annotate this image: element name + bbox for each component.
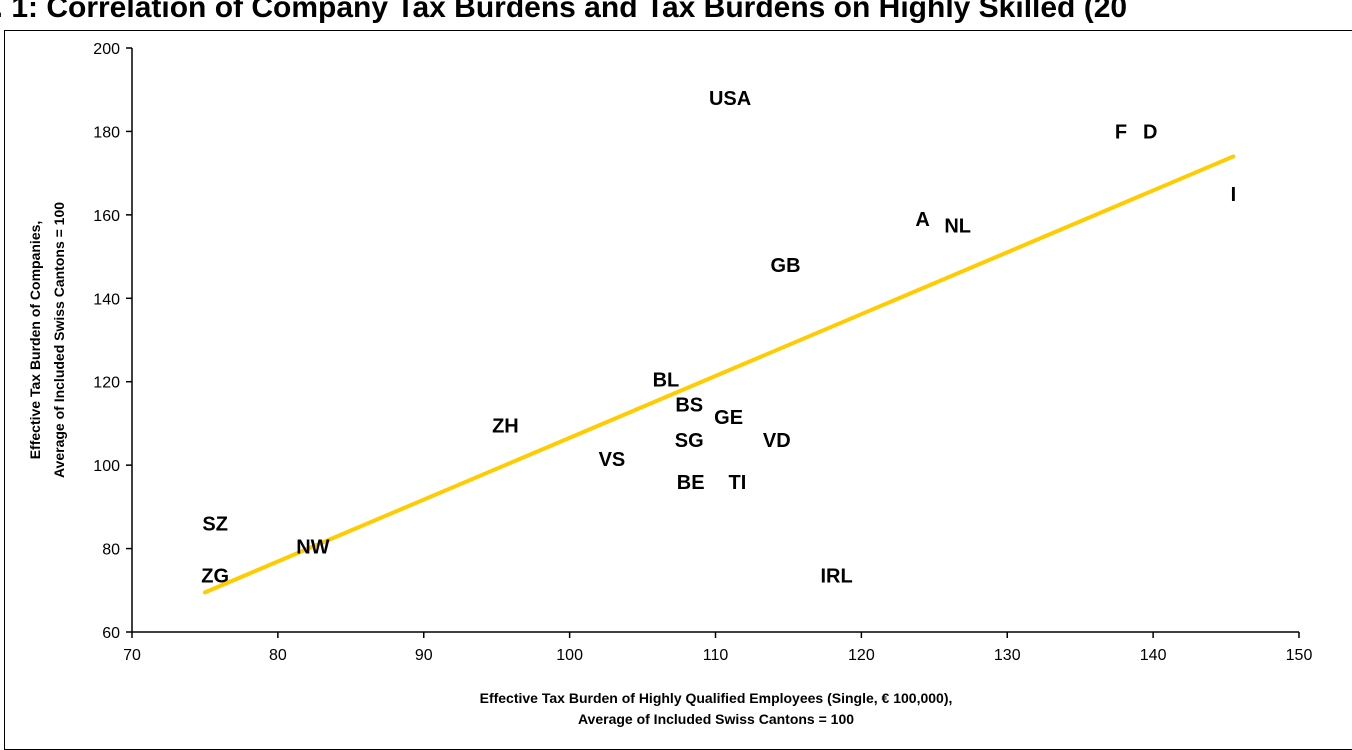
- x-tick-label: 120: [848, 647, 875, 664]
- y-tick-label: 120: [93, 375, 120, 392]
- point-label-vd: VD: [763, 430, 791, 452]
- point-label-usa: USA: [709, 88, 751, 110]
- x-axis-title: Average of Included Swiss Cantons = 100: [578, 711, 854, 727]
- y-tick-label: 100: [93, 458, 120, 475]
- y-tick-label: 60: [102, 625, 120, 642]
- point-label-sz: SZ: [202, 514, 228, 536]
- point-label-gb: GB: [771, 255, 801, 277]
- x-tick-label: 70: [123, 647, 141, 664]
- trend-line: [202, 154, 1236, 595]
- point-label-nl: NL: [944, 215, 971, 237]
- point-label-vs: VS: [599, 449, 626, 471]
- y-tick-label: 160: [93, 208, 120, 225]
- y-tick-label: 200: [93, 41, 120, 58]
- x-tick-label: 100: [556, 647, 583, 664]
- y-tick-label: 80: [102, 542, 120, 559]
- point-label-bs: BS: [675, 395, 703, 417]
- y-tick-label: 180: [93, 124, 120, 141]
- point-label-irl: IRL: [820, 566, 852, 588]
- x-tick-label: 90: [415, 647, 433, 664]
- y-axis-title: Effective Tax Burden of Companies,: [27, 221, 43, 460]
- point-label-ti: TI: [728, 472, 746, 494]
- x-tick-label: 140: [1140, 647, 1167, 664]
- point-label-be: BE: [677, 472, 705, 494]
- point-label-i: I: [1231, 184, 1237, 206]
- y-tick-label: 140: [93, 291, 120, 308]
- point-label-a: A: [915, 209, 929, 231]
- point-label-zh: ZH: [492, 416, 519, 438]
- chart-title: ig. 1: Correlation of Company Tax Burden…: [0, 0, 1128, 24]
- x-tick-label: 150: [1286, 647, 1313, 664]
- x-axis-title: Effective Tax Burden of Highly Qualified…: [480, 690, 953, 706]
- point-label-f: F: [1115, 121, 1127, 143]
- point-label-bl: BL: [653, 370, 680, 392]
- y-axis-title: Average of Included Swiss Cantons = 100: [51, 202, 67, 478]
- x-tick-label: 130: [994, 647, 1021, 664]
- point-label-sg: SG: [675, 430, 704, 452]
- point-label-ge: GE: [714, 407, 743, 429]
- point-label-nw: NW: [296, 536, 329, 558]
- point-label-d: D: [1143, 121, 1157, 143]
- x-tick-label: 80: [269, 647, 287, 664]
- x-tick-label: 110: [703, 647, 729, 664]
- point-label-zg: ZG: [201, 566, 229, 588]
